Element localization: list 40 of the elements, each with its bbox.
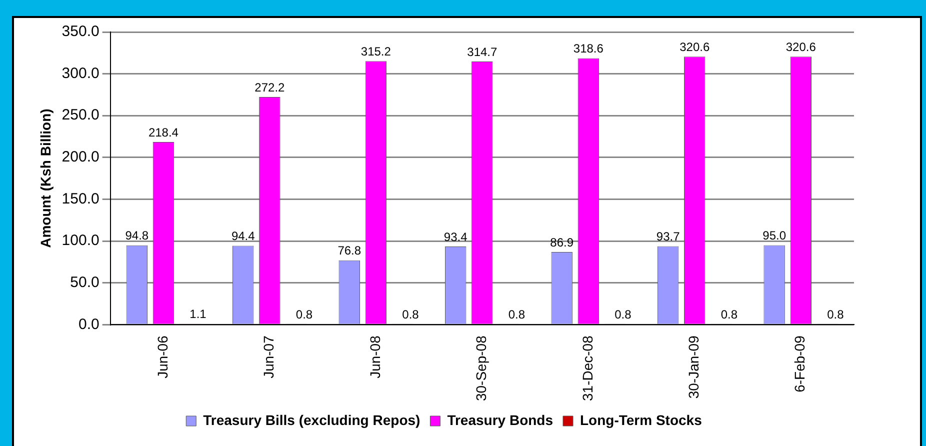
data-label: 315.2 <box>360 44 392 58</box>
legend-label: Treasury Bills (excluding Repos) <box>203 412 420 428</box>
data-label: 0.8 <box>614 307 632 322</box>
data-label: 0.8 <box>827 307 844 322</box>
x-tick-label: 30-Jan-09 <box>686 335 702 399</box>
data-label: 0.8 <box>402 307 420 322</box>
data-label: 314.7 <box>467 44 498 59</box>
y-tick-label: 150.0 <box>62 190 100 208</box>
y-axis-title: Amount (Ksh Billion) <box>37 108 54 248</box>
y-tick-label: 50.0 <box>70 274 100 291</box>
data-label: 93.4 <box>444 230 468 244</box>
legend-label: Treasury Bonds <box>447 412 554 428</box>
x-tick-label: 30-Sep-08 <box>473 335 490 402</box>
data-label: 86.9 <box>550 235 574 250</box>
data-label: 0.8 <box>296 307 313 322</box>
data-label: 318.6 <box>573 42 604 56</box>
x-tick-label: 31-Dec-08 <box>579 335 596 401</box>
data-label: 93.7 <box>656 230 680 244</box>
data-label: 1.1 <box>190 307 207 322</box>
data-label: 0.8 <box>508 307 526 322</box>
y-tick-label: 200.0 <box>62 148 100 166</box>
y-tick-label: 350.0 <box>62 23 100 40</box>
y-tick-label: 0.0 <box>78 316 100 333</box>
y-tick-label: 100.0 <box>62 232 100 250</box>
x-tick-label: 6-Feb-09 <box>792 335 808 392</box>
x-tick-label: Jun-06 <box>154 335 170 378</box>
data-label: 272.2 <box>254 80 286 94</box>
data-label: 76.8 <box>338 244 362 258</box>
y-tick-label: 300.0 <box>62 64 100 82</box>
data-label: 218.4 <box>148 125 179 140</box>
data-label: 94.4 <box>231 229 256 244</box>
data-label: 0.8 <box>720 307 738 322</box>
data-label: 94.8 <box>125 228 149 243</box>
data-label: 320.6 <box>680 40 710 54</box>
x-tick-label: Jun-08 <box>366 335 383 378</box>
legend-label: Long-Term Stocks <box>580 412 702 428</box>
data-label: 95.0 <box>762 228 786 243</box>
data-label: 320.6 <box>786 40 816 54</box>
y-tick-label: 250.0 <box>62 106 100 124</box>
x-tick-label: Jun-07 <box>260 335 277 378</box>
